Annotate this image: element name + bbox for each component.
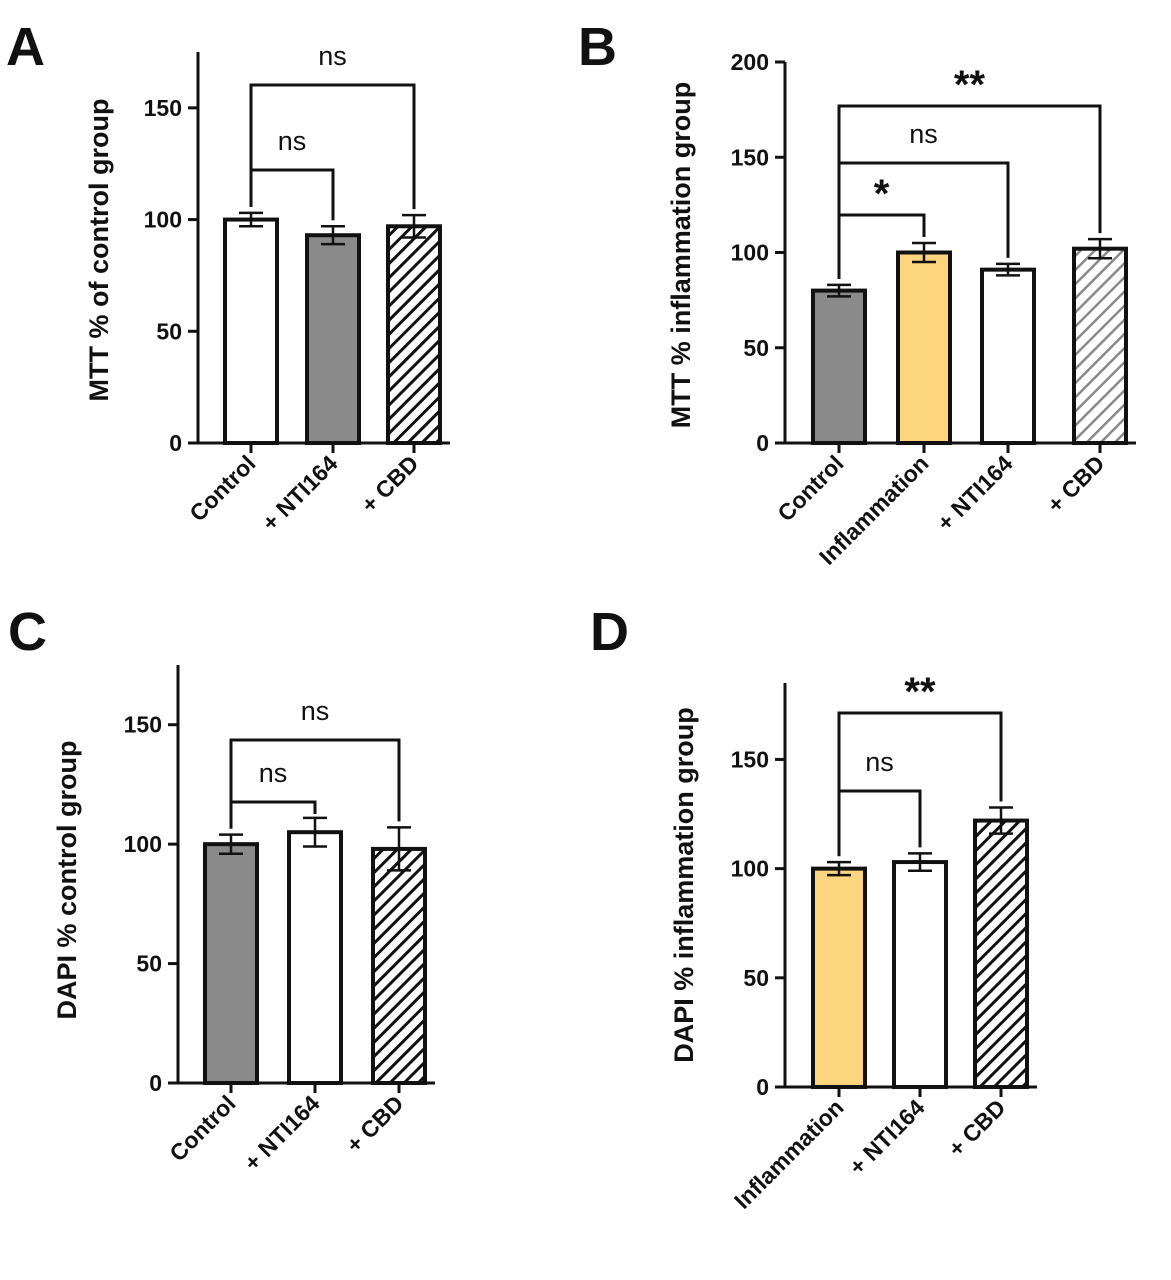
panel-d-y-tick-label: 0	[756, 1074, 769, 1100]
panel-c-y-tick-label: 100	[124, 831, 162, 857]
panel-b-y-tick-label: 200	[731, 49, 769, 75]
panel-a-bar	[386, 224, 442, 445]
panel-a-y-axis-title: MTT % of control group	[84, 99, 114, 402]
panel-b-significance-label: **	[954, 63, 986, 107]
panel-d-significance-label: **	[904, 670, 936, 714]
panel-a-y-tick-label: 150	[144, 95, 182, 121]
panel-a-significance-label: ns	[278, 126, 307, 156]
panel-d-category-label: Inflammation	[729, 1094, 849, 1214]
panel-a-bar	[305, 233, 361, 445]
panel-letter-a: A	[6, 17, 45, 77]
panel-b-bar	[1072, 246, 1128, 445]
panel-b-bar	[896, 250, 952, 445]
panel-c-significance-label: ns	[259, 758, 288, 788]
panel-a-y-tick-label: 50	[156, 318, 182, 344]
panel-c-y-tick-label: 50	[136, 951, 162, 977]
panel-b-significance-bracket	[837, 104, 1102, 279]
panel-c-y-tick-label: 150	[124, 712, 162, 738]
panel-a-category-label: + NTI164	[257, 450, 343, 536]
panel-b-y-tick-label: 0	[756, 430, 769, 456]
panel-a-bar	[223, 217, 279, 445]
panel-d-category-label: + NTI164	[844, 1094, 930, 1180]
panel-a-chart: 0 50 100 150 Control+ NTI164 + CBD ns ns	[144, 41, 450, 536]
panel-c-category-label: + CBD	[341, 1090, 409, 1158]
panel-b-significance-label: *	[874, 172, 890, 216]
panel-b-category-label: + NTI164	[932, 450, 1018, 536]
panel-a-category-label: + CBD	[356, 450, 424, 518]
panel-d-significance-label: ns	[865, 747, 894, 777]
panel-c-y-tick-label: 0	[149, 1070, 162, 1096]
panel-c-significance-label: ns	[301, 696, 330, 726]
panel-d-bar	[811, 866, 867, 1090]
panel-c-bar	[287, 830, 343, 1086]
panel-c-chart: 0 50 100 150 Control+ NTI164 + CBD ns ns	[124, 665, 435, 1176]
panel-d-chart: 0 50 100 150 Inflammation+ NTI164 + CBD ns **	[729, 670, 1037, 1214]
panel-a-y-tick-label: 0	[169, 430, 182, 456]
panel-c-category-label: + NTI164	[239, 1090, 325, 1176]
panel-d-significance-bracket	[837, 789, 922, 857]
panel-a-significance-label: ns	[318, 41, 347, 71]
panel-c-bar	[371, 846, 427, 1085]
panel-d-y-tick-label: 50	[743, 965, 769, 991]
panel-a-significance-bracket	[249, 83, 416, 210]
panel-a-y-tick-label: 100	[144, 207, 182, 233]
panel-d-category-label: + CBD	[943, 1094, 1011, 1162]
panel-c-significance-bracket	[229, 738, 401, 829]
panel-d-bar	[892, 860, 948, 1089]
panel-c-bar	[203, 842, 259, 1086]
panel-d-y-axis-title: DAPI % inflammation group	[669, 707, 699, 1063]
panel-b-bar	[811, 288, 867, 445]
panel-c-category-label: Control	[164, 1090, 240, 1166]
panel-a-category-label: Control	[184, 450, 260, 526]
panel-c-y-axis-title: DAPI % control group	[52, 741, 82, 1020]
panel-b-y-tick-label: 50	[743, 335, 769, 361]
panel-b-y-tick-label: 100	[731, 240, 769, 266]
panel-b-category-label: Control	[772, 450, 848, 526]
panel-letter-d: D	[590, 602, 629, 662]
panel-b-significance-label: ns	[909, 119, 938, 149]
panel-b-category-label: + CBD	[1042, 450, 1110, 518]
panel-c-significance-bracket	[229, 800, 317, 829]
panel-b-y-axis-title: MTT % inflammation group	[666, 82, 696, 428]
panel-a-significance-bracket	[249, 168, 335, 221]
panel-b-y-tick-label: 150	[731, 144, 769, 170]
panel-d-y-tick-label: 150	[731, 746, 769, 772]
panel-b-bar	[980, 267, 1036, 445]
panel-d-y-tick-label: 100	[731, 856, 769, 882]
panel-letter-c: C	[8, 602, 47, 662]
panel-letter-b: B	[578, 17, 617, 77]
panel-d-significance-bracket	[837, 711, 1003, 857]
panel-d-bar	[973, 818, 1029, 1089]
